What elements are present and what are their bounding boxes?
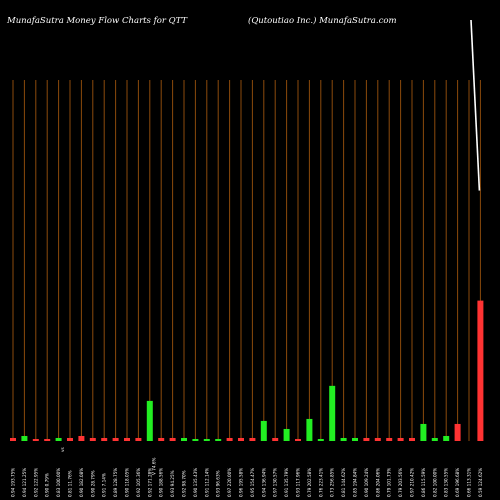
bar xyxy=(409,437,415,441)
x-tick-label: 0.90 28.79% xyxy=(90,470,95,497)
x-tick-label: 0.86 204.06% xyxy=(375,468,380,497)
bar xyxy=(454,423,461,441)
bar xyxy=(112,437,119,441)
bar xyxy=(55,437,62,441)
bar xyxy=(226,437,233,441)
bar xyxy=(192,438,199,441)
bar xyxy=(238,437,244,441)
x-tick-label: 0.95 154.47% xyxy=(250,468,255,497)
x-tick-label: 0.79 203.56% xyxy=(398,468,403,497)
x-tick-label: 0.91 135.79% xyxy=(284,468,289,497)
bar xyxy=(67,437,73,441)
x-tick-label: 0.73 256.85% xyxy=(330,468,335,497)
bar xyxy=(78,435,85,441)
bar xyxy=(397,437,404,441)
x-tick-label: 0.90 188.56% xyxy=(159,468,164,497)
bar xyxy=(10,437,16,441)
x-tick-label: 0.94 121.25% xyxy=(22,468,27,497)
x-tick-label: 0.69 196.68% xyxy=(455,468,460,497)
bar xyxy=(249,437,256,441)
bar xyxy=(158,437,165,441)
bar xyxy=(215,438,222,441)
x-tick-label: 0.93 117.96% xyxy=(296,468,301,497)
bar xyxy=(306,418,313,441)
bar xyxy=(181,437,187,441)
bar xyxy=(135,437,142,441)
x-tick-label: 0.89 128.75% xyxy=(113,468,118,497)
x-tick-label: 0.85 194.84% xyxy=(353,468,358,497)
x-tick-label: 0.92 105.36% xyxy=(136,468,141,497)
x-tick-label: 0.93 96.63% xyxy=(216,470,221,497)
x-tick-label: 0.90 182.08% xyxy=(79,468,84,497)
bar xyxy=(44,438,51,441)
x-tick-label: 0.96 195.58% xyxy=(239,468,244,497)
x-tick-label: 0.92 98.70% xyxy=(182,470,187,497)
x-tick-label: 0.92 122.95% xyxy=(33,468,38,497)
x-tick-label: 0.83 100.00% xyxy=(56,468,61,497)
bar xyxy=(477,300,484,441)
x-tick-label: 0.59 124.62% xyxy=(478,468,483,497)
x-tick-label: 0.91 112.14% xyxy=(204,468,209,497)
bar xyxy=(32,438,39,441)
chart-subtitle: (Qutoutiao Inc.) MunafaSutra.com xyxy=(248,16,397,26)
bar xyxy=(272,437,279,441)
price-line xyxy=(470,19,481,191)
bar xyxy=(386,437,393,441)
bar xyxy=(21,435,28,441)
bar xyxy=(340,437,347,441)
chart-title: MunafaSutra Money Flow Charts for QTT xyxy=(7,16,188,26)
bar xyxy=(101,437,108,441)
bar xyxy=(283,428,290,441)
bar xyxy=(124,437,130,441)
x-tick-label: 0.93 94.25% xyxy=(170,470,175,497)
bar xyxy=(89,437,96,441)
bar xyxy=(317,438,324,441)
x-tick-label: 0.79 202.58% xyxy=(307,468,312,497)
bar xyxy=(374,437,381,441)
bar xyxy=(431,437,438,441)
x-tick-label: 0.79 101.73% xyxy=(387,468,392,497)
bar xyxy=(169,437,176,441)
x-tick-label: 0.90 109.24% xyxy=(364,468,369,497)
x-tick-label: 0.91 7.14% xyxy=(102,473,107,497)
bar xyxy=(363,437,370,441)
x-tick-label: 0.97 210.42% xyxy=(410,468,415,497)
bar xyxy=(420,423,427,441)
x-tick-label: 0.86 115.59% xyxy=(421,468,426,497)
x-tick-label: 0.90 0.79% xyxy=(45,473,50,497)
bar xyxy=(260,420,267,441)
x-tick-label: 0.81 11.76% xyxy=(68,470,73,497)
bar xyxy=(352,437,358,441)
bar xyxy=(295,438,301,441)
x-tick-label: 0.97 220.00% xyxy=(227,468,232,497)
x-tick-label: 0.76 223.41% xyxy=(318,468,323,497)
x-tick-label: 0.83 130.55% xyxy=(444,468,449,497)
x-tick-label: 0.90 118.05% xyxy=(125,468,130,497)
bar xyxy=(146,400,153,441)
x-tick-label: 0.82 100.00% xyxy=(432,468,437,497)
x-tick-label: 0.66 113.31% xyxy=(467,468,472,497)
bar xyxy=(443,435,450,441)
x-extra-label: vs xyxy=(60,447,65,452)
bar xyxy=(203,438,210,441)
x-tick-label: 0.81 144.62% xyxy=(341,468,346,497)
bar xyxy=(329,385,336,441)
x-tick-label: 0.94 193.75% xyxy=(11,468,16,497)
x-tick-label: 0.92 171.28% xyxy=(147,468,152,497)
x-tick-label: 0.97 130.57% xyxy=(273,468,278,497)
x-tick-label: 0.90 135.43% xyxy=(193,468,198,497)
x-extra-label: V 74.6% xyxy=(151,457,156,475)
x-tick-label: 0.94 136.94% xyxy=(261,468,266,497)
